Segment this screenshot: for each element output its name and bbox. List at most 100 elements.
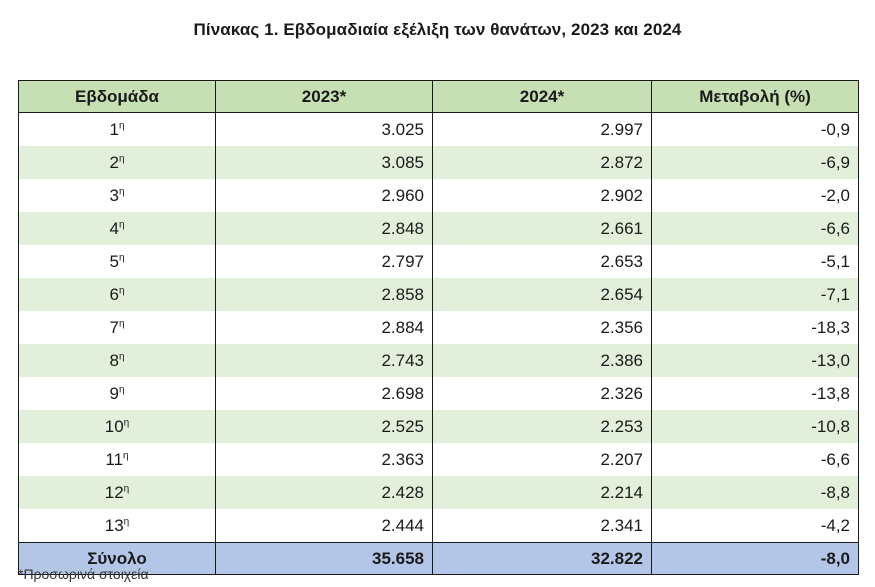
- week-cell: 3η: [18, 179, 216, 212]
- value-2023: 2.848: [215, 212, 433, 245]
- week-number: 2: [109, 152, 119, 172]
- value-2023: 2.960: [215, 179, 433, 212]
- change-percent: -6,9: [651, 146, 859, 179]
- table-row: 3η 2.960 2.902 -2,0: [18, 179, 859, 212]
- week-ordinal-suffix: η: [118, 317, 125, 329]
- change-percent: -8,8: [651, 476, 859, 509]
- table-body: 1η 3.025 2.997 -0,9 2η 3.085 2.872 -6,9 3η 2.960 2…: [18, 112, 859, 543]
- week-number: 8: [109, 350, 119, 370]
- week-ordinal-suffix: η: [123, 515, 130, 527]
- week-number: 5: [109, 251, 119, 271]
- week-number: 13: [104, 515, 124, 535]
- total-change: -8,0: [651, 542, 859, 575]
- change-percent: -4,2: [651, 509, 859, 543]
- table-row: 8η 2.743 2.386 -13,0: [18, 344, 859, 377]
- total-2024: 32.822: [432, 542, 652, 575]
- week-cell: 11η: [18, 443, 216, 476]
- value-2024: 2.386: [432, 344, 652, 377]
- value-2024: 2.356: [432, 311, 652, 344]
- change-percent: -13,0: [651, 344, 859, 377]
- value-2023: 2.428: [215, 476, 433, 509]
- value-2024: 2.997: [432, 112, 652, 146]
- value-2024: 2.253: [432, 410, 652, 443]
- week-cell: 1η: [18, 112, 216, 146]
- week-ordinal-suffix: η: [123, 449, 129, 461]
- week-number: 4: [109, 218, 119, 238]
- week-ordinal-suffix: η: [123, 482, 130, 494]
- change-percent: -0,9: [651, 112, 859, 146]
- week-ordinal-suffix: η: [118, 185, 125, 197]
- week-cell: 10η: [18, 410, 216, 443]
- value-2023: 2.363: [215, 443, 433, 476]
- change-percent: -7,1: [651, 278, 859, 311]
- week-ordinal-suffix: η: [118, 119, 125, 131]
- change-percent: -2,0: [651, 179, 859, 212]
- week-cell: 6η: [18, 278, 216, 311]
- week-cell: 12η: [18, 476, 216, 509]
- table-row: 9η 2.698 2.326 -13,8: [18, 377, 859, 410]
- footnote: *Προσωρινά στοιχεία: [18, 566, 149, 582]
- value-2023: 2.698: [215, 377, 433, 410]
- change-percent: -18,3: [651, 311, 859, 344]
- value-2023: 3.025: [215, 112, 433, 146]
- week-number: 1: [109, 119, 119, 139]
- value-2023: 2.525: [215, 410, 433, 443]
- week-ordinal-suffix: η: [118, 152, 125, 164]
- value-2024: 2.661: [432, 212, 652, 245]
- header-week: Εβδομάδα: [18, 80, 216, 113]
- change-percent: -6,6: [651, 212, 859, 245]
- week-number: 10: [104, 416, 124, 436]
- value-2024: 2.326: [432, 377, 652, 410]
- header-change: Μεταβολή (%): [651, 80, 859, 113]
- table-row: 11η 2.363 2.207 -6,6: [18, 443, 859, 476]
- value-2024: 2.902: [432, 179, 652, 212]
- value-2023: 2.884: [215, 311, 433, 344]
- table-row: 7η 2.884 2.356 -18,3: [18, 311, 859, 344]
- value-2024: 2.872: [432, 146, 652, 179]
- change-percent: -6,6: [651, 443, 859, 476]
- value-2024: 2.654: [432, 278, 652, 311]
- value-2024: 2.214: [432, 476, 652, 509]
- value-2024: 2.207: [432, 443, 652, 476]
- week-cell: 13η: [18, 509, 216, 543]
- table-row: 13η 2.444 2.341 -4,2: [18, 509, 859, 543]
- week-ordinal-suffix: η: [118, 218, 125, 230]
- table-title: Πίνακας 1. Εβδομαδιαία εξέλιξη των θανάτ…: [193, 20, 682, 39]
- week-number: 12: [104, 482, 124, 502]
- week-number: 6: [109, 284, 119, 304]
- value-2023: 2.797: [215, 245, 433, 278]
- value-2024: 2.653: [432, 245, 652, 278]
- table-row: 5η 2.797 2.653 -5,1: [18, 245, 859, 278]
- header-2023: 2023*: [215, 80, 433, 113]
- table-row: 1η 3.025 2.997 -0,9: [18, 112, 859, 146]
- value-2023: 2.743: [215, 344, 433, 377]
- table-row: 6η 2.858 2.654 -7,1: [18, 278, 859, 311]
- total-row: Σύνολο 35.658 32.822 -8,0: [18, 542, 859, 575]
- week-cell: 9η: [18, 377, 216, 410]
- change-percent: -13,8: [651, 377, 859, 410]
- week-ordinal-suffix: η: [123, 416, 130, 428]
- header-2024: 2024*: [432, 80, 652, 113]
- week-cell: 2η: [18, 146, 216, 179]
- table-row: 2η 3.085 2.872 -6,9: [18, 146, 859, 179]
- week-cell: 8η: [18, 344, 216, 377]
- week-cell: 7η: [18, 311, 216, 344]
- deaths-table: Εβδομάδα 2023* 2024* Μεταβολή (%) 1η 3.02…: [18, 80, 859, 575]
- week-number: 11: [105, 449, 124, 469]
- value-2023: 2.444: [215, 509, 433, 543]
- change-percent: -10,8: [651, 410, 859, 443]
- week-cell: 4η: [18, 212, 216, 245]
- week-cell: 5η: [18, 245, 216, 278]
- value-2023: 2.858: [215, 278, 433, 311]
- week-ordinal-suffix: η: [118, 251, 125, 263]
- week-ordinal-suffix: η: [118, 383, 125, 395]
- table-row: 10η 2.525 2.253 -10,8: [18, 410, 859, 443]
- week-ordinal-suffix: η: [118, 350, 125, 362]
- header-row: Εβδομάδα 2023* 2024* Μεταβολή (%): [18, 80, 859, 113]
- total-2023: 35.658: [215, 542, 433, 575]
- week-ordinal-suffix: η: [118, 284, 125, 296]
- week-number: 7: [109, 317, 119, 337]
- value-2023: 3.085: [215, 146, 433, 179]
- value-2024: 2.341: [432, 509, 652, 543]
- week-number: 3: [109, 185, 119, 205]
